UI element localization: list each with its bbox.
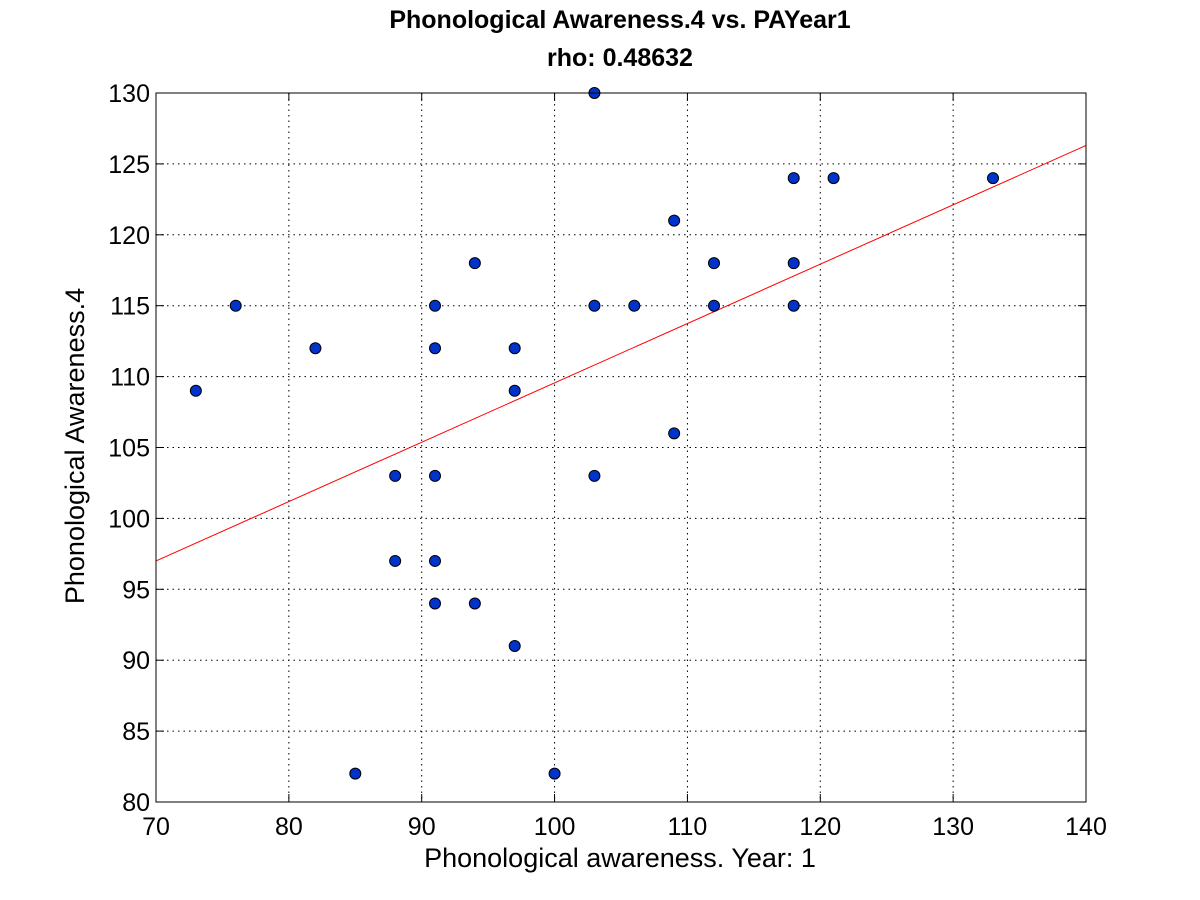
x-axis-ticks: 70 80 90 100 110 120 130 140 — [142, 93, 1107, 841]
data-point — [309, 342, 322, 355]
data-point — [588, 299, 601, 312]
data-point — [508, 640, 521, 653]
data-point — [827, 172, 840, 185]
data-point — [708, 257, 720, 270]
chart-subtitle: rho: 0.48632 — [547, 44, 693, 72]
y-axis-label: Phonological Awareness.4 — [60, 288, 90, 604]
plot-frame — [155, 92, 1087, 803]
data-point — [508, 342, 521, 355]
y-tick-label: 130 — [108, 80, 150, 108]
data-point — [787, 257, 800, 270]
data-point — [787, 172, 800, 185]
y-tick-label: 90 — [122, 647, 150, 675]
data-point — [429, 597, 441, 610]
data-point — [508, 384, 521, 397]
x-tick-label: 120 — [799, 813, 841, 841]
data-point — [429, 342, 441, 355]
x-axis-label: Phonological awareness. Year: 1 — [424, 843, 816, 873]
data-point — [668, 214, 681, 227]
data-point — [668, 427, 681, 440]
fit-line-group — [155, 145, 1087, 562]
data-point — [429, 554, 441, 567]
data-point — [229, 299, 242, 312]
data-points — [189, 87, 999, 780]
y-tick-label: 120 — [108, 222, 150, 250]
data-point — [349, 767, 362, 780]
data-point — [708, 299, 720, 312]
x-tick-label: 100 — [534, 813, 576, 841]
x-tick-label: 110 — [667, 813, 707, 841]
chart-title: Phonological Awareness.4 vs. PAYear1 — [389, 6, 850, 34]
y-tick-label: 115 — [110, 293, 150, 321]
y-tick-label: 100 — [108, 505, 150, 533]
y-tick-label: 95 — [122, 576, 150, 604]
x-tick-label: 140 — [1065, 813, 1107, 841]
data-point — [189, 384, 202, 397]
x-tick-label: 70 — [142, 813, 170, 841]
grid-lines — [156, 93, 1086, 802]
y-tick-label: 110 — [110, 364, 150, 392]
x-tick-label: 80 — [275, 813, 303, 841]
data-point — [468, 257, 481, 270]
fit-line — [155, 145, 1087, 562]
data-point — [628, 299, 641, 312]
x-tick-label: 130 — [932, 813, 974, 841]
x-tick-label: 90 — [408, 813, 436, 841]
y-tick-label: 125 — [108, 151, 150, 179]
data-point — [787, 299, 800, 312]
data-point — [468, 597, 481, 610]
data-point — [588, 469, 601, 482]
data-point — [548, 767, 561, 780]
data-point — [389, 554, 402, 567]
y-tick-label: 85 — [122, 718, 150, 746]
y-tick-label: 80 — [122, 789, 150, 817]
data-point — [429, 299, 441, 312]
y-tick-label: 105 — [108, 435, 150, 463]
data-point — [429, 469, 441, 482]
y-axis-ticks: 80 85 90 95 100 105 110 115 120 125 130 — [108, 80, 1086, 817]
data-point — [987, 172, 999, 185]
data-point — [389, 469, 402, 482]
